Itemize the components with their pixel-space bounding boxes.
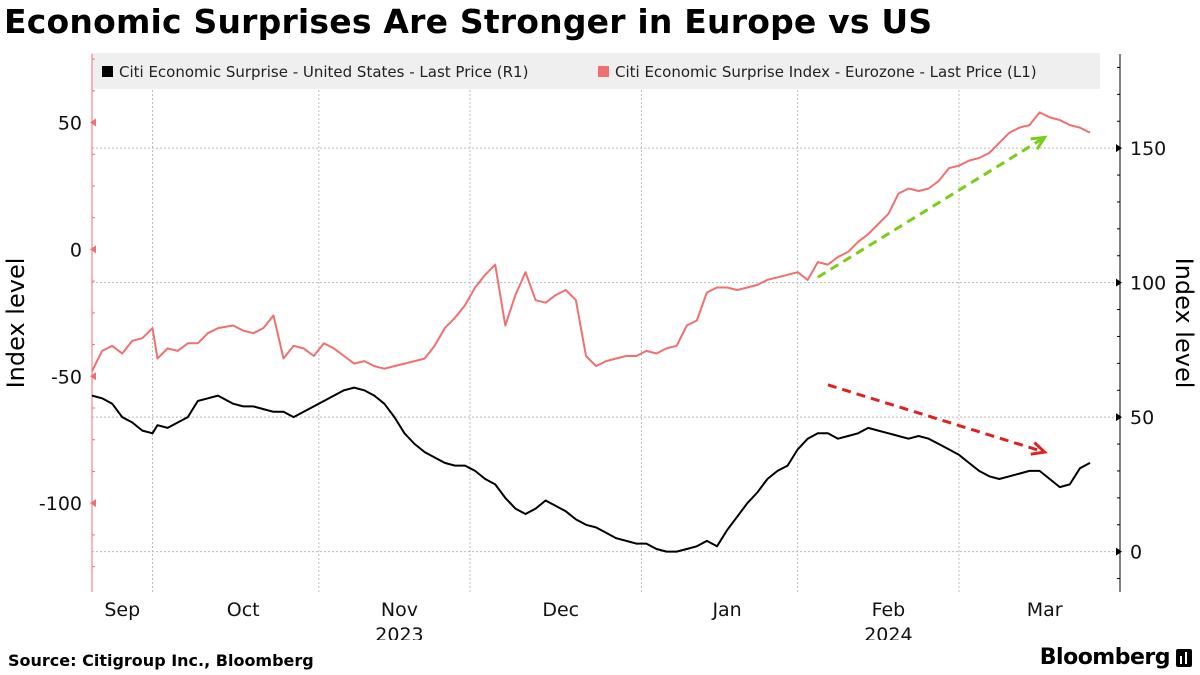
x-axis-month-label: Dec [542, 599, 579, 621]
x-axis-year-label: 2024 [864, 624, 912, 640]
right-axis-title: Index level [1170, 258, 1198, 389]
bloomberg-terminal-icon [1176, 648, 1192, 667]
green-trend-arrow-head [1030, 135, 1048, 150]
line-chart: Citi Economic Surprise - United States -… [2, 53, 1198, 640]
legend-swatch-eurozone [598, 66, 609, 77]
right-axis-tick-label: 100 [1130, 273, 1166, 295]
legend-label-us: Citi Economic Surprise - United States -… [119, 63, 528, 81]
right-axis-tick-marker [1116, 547, 1122, 556]
left-axis-tick-label: 0 [70, 239, 82, 261]
left-axis-tick-marker [90, 372, 96, 381]
left-axis-title: Index level [2, 258, 30, 389]
right-axis-tick-label: 150 [1130, 138, 1166, 160]
x-axis-year-label: 2023 [375, 624, 423, 640]
left-axis-tick-label: -50 [51, 366, 82, 388]
x-axis-month-label: Feb [872, 599, 906, 621]
bloomberg-logo: Bloomberg [1040, 645, 1192, 670]
us-series-line [91, 386, 1091, 553]
right-axis-tick-marker [1116, 413, 1122, 422]
left-axis-tick-marker [90, 245, 96, 254]
right-axis-tick-label: 50 [1130, 407, 1154, 429]
chart-title: Economic Surprises Are Stronger in Europ… [4, 2, 933, 41]
annotations [817, 135, 1048, 456]
right-axis-tick-label: 0 [1130, 542, 1142, 564]
red-trend-arrow-head [1030, 441, 1048, 456]
legend-box [92, 53, 1100, 89]
x-axis-month-label: Sep [104, 599, 140, 621]
gridlines [92, 90, 1120, 592]
right-axis-tick-marker [1116, 278, 1122, 287]
x-axis-month-label: Nov [381, 599, 418, 621]
right-axis-tick-marker [1116, 144, 1122, 153]
legend-label-eurozone: Citi Economic Surprise Index - Eurozone … [615, 63, 1037, 81]
eurozone-series-line [91, 111, 1091, 372]
legend-swatch-us [102, 66, 113, 77]
left-axis-tick-marker [90, 118, 96, 127]
x-axis-month-label: Jan [711, 599, 741, 621]
left-axis-tick-marker [90, 499, 96, 508]
left-axis-tick-label: 50 [58, 113, 82, 135]
axes: 50 0 -50 -100 150 100 50 0 Sep Oct Nov Dec Jan Feb Mar… [39, 54, 1166, 640]
series-lines [91, 111, 1091, 553]
left-axis-tick-label: -100 [39, 493, 82, 515]
x-axis-month-label: Mar [1027, 599, 1063, 621]
brand-text: Bloomberg [1039, 645, 1171, 670]
red-trend-arrow [827, 383, 1046, 454]
green-trend-arrow [817, 136, 1046, 279]
x-axis-month-label: Oct [227, 599, 260, 621]
source-note: Source: Citigroup Inc., Bloomberg [8, 651, 314, 670]
